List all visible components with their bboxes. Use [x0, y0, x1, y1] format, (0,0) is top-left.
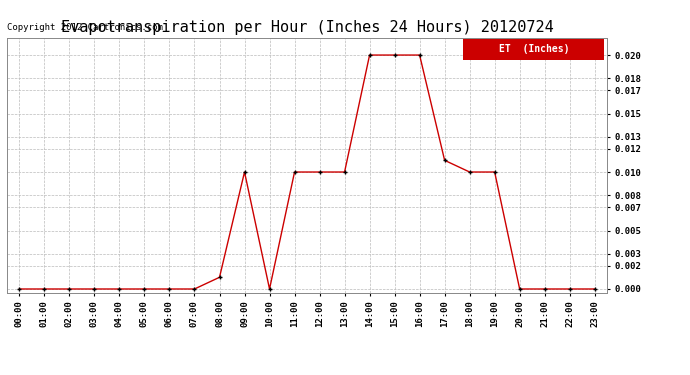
FancyBboxPatch shape: [463, 39, 604, 60]
Text: Copyright 2012 Cartronics.com: Copyright 2012 Cartronics.com: [7, 23, 163, 32]
Title: Evapotranspiration per Hour (Inches 24 Hours) 20120724: Evapotranspiration per Hour (Inches 24 H…: [61, 20, 553, 35]
Text: ET  (Inches): ET (Inches): [499, 45, 569, 54]
